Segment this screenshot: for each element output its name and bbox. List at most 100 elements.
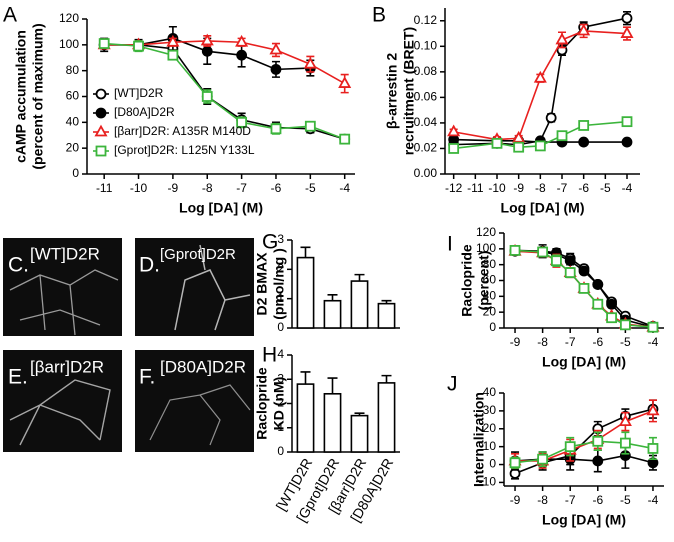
x-tick-label: -4 [648,335,659,349]
error-bar [381,374,392,383]
y-tick-label: 2 [277,396,284,410]
data-point [304,120,316,132]
data-point [619,319,631,331]
y-tick-label: 0 [72,166,79,180]
data-point [647,321,659,333]
y-tick-label: 0.00 [414,166,438,180]
data-point [606,298,617,310]
micrograph-label: [D80A]D2R [160,357,246,376]
data-point [606,312,617,324]
data-point [556,130,568,142]
x-tick-label: -9 [168,181,179,195]
micrograph-image [135,350,254,452]
data-point [509,245,521,256]
x-tick-label: -7 [565,335,576,349]
y-tick-label: 120 [59,11,79,25]
y-tick-label: 0.12 [414,13,438,27]
x-tick-label: -12 [445,181,463,195]
panel-letter: E. [8,366,28,389]
data-point [491,137,503,149]
y-tick-label: 4 [277,347,284,361]
y-tick-label: 0.10 [414,38,438,52]
x-tick-label: -11 [467,181,484,195]
data-point [578,136,590,148]
x-tick-label: -7 [565,493,576,507]
data-point [338,76,352,88]
panel-letter: F. [139,366,155,389]
data-point [551,255,562,267]
x-tick-label: -6 [271,181,282,195]
data-point [513,141,525,153]
y-tick-label: -10 [479,475,497,489]
micrograph-image [135,238,254,336]
y-tick-label: 120 [476,225,496,239]
error-bar [354,273,365,282]
data-point [94,124,108,137]
x-axis-label: Log [DA] (M) [542,512,626,528]
data-point [578,283,590,294]
data-point [621,12,633,24]
legend-label: [WT]D2R [114,86,164,100]
x-tick-label: -9 [510,335,521,349]
y-tick-label: 0.02 [414,141,438,155]
data-point [95,88,107,100]
bar [377,382,396,453]
data-point [647,443,659,454]
y-tick-label: 3 [277,371,284,385]
data-point [269,42,283,55]
panel-letter: G [262,231,278,254]
y-tick-label: 40 [483,289,497,303]
cell-outline [9,379,111,446]
data-point [619,437,631,449]
y-axis-label: (pmol/mg ) [271,248,287,320]
y-tick-label: 60 [66,89,80,103]
micrograph-image [3,350,122,452]
data-point [533,70,547,83]
data-point [200,33,214,46]
x-tick-label: -8 [537,335,548,349]
bar [323,392,342,453]
data-point [509,457,521,469]
cell-outline [174,244,251,331]
y-tick-label: 10 [483,439,497,453]
legend-label: [D80A]D2R [114,105,175,119]
y-tick-label: 0 [277,320,284,334]
error-bar [300,246,311,258]
data-point [592,435,604,447]
data-point [95,145,107,157]
y-axis-label: Raclopride [254,367,270,440]
data-point [545,112,557,124]
micrograph-label: [WT]D2R [30,244,100,263]
data-point [201,91,213,102]
y-tick-label: 30 [483,403,497,417]
data-point [303,56,317,69]
y-tick-label: 1 [277,420,284,434]
micrograph: E. [βarr]D2R [3,350,122,452]
micrograph: C. [WT]D2R [3,238,122,336]
bar [350,280,369,329]
y-tick-label: 0 [489,320,496,334]
bar [296,383,315,453]
x-tick-label: -5 [620,335,631,349]
x-tick-label: -8 [537,493,548,507]
data-point [270,123,282,135]
y-tick-label: 60 [483,273,497,287]
y-tick-label: 3 [277,232,284,246]
x-tick-label: -7 [236,181,247,195]
data-point [618,414,632,427]
cell-outline [149,384,251,446]
y-axis-label: cAMP accumulation [13,30,29,163]
panel-letter: I [447,233,453,256]
micrograph: D. [Gprot]D2R [135,238,254,336]
y-axis-label: D2 BMAX [254,252,270,316]
cell-outline [9,269,119,336]
y-tick-label: 0.06 [414,90,438,104]
series-line [104,44,345,140]
data-point [167,49,179,61]
x-tick-label: -11 [96,181,113,195]
x-tick-label: -6 [592,493,603,507]
error-bar [327,377,338,394]
x-tick-label: -6 [578,181,589,195]
panel-letter: A [3,4,17,27]
